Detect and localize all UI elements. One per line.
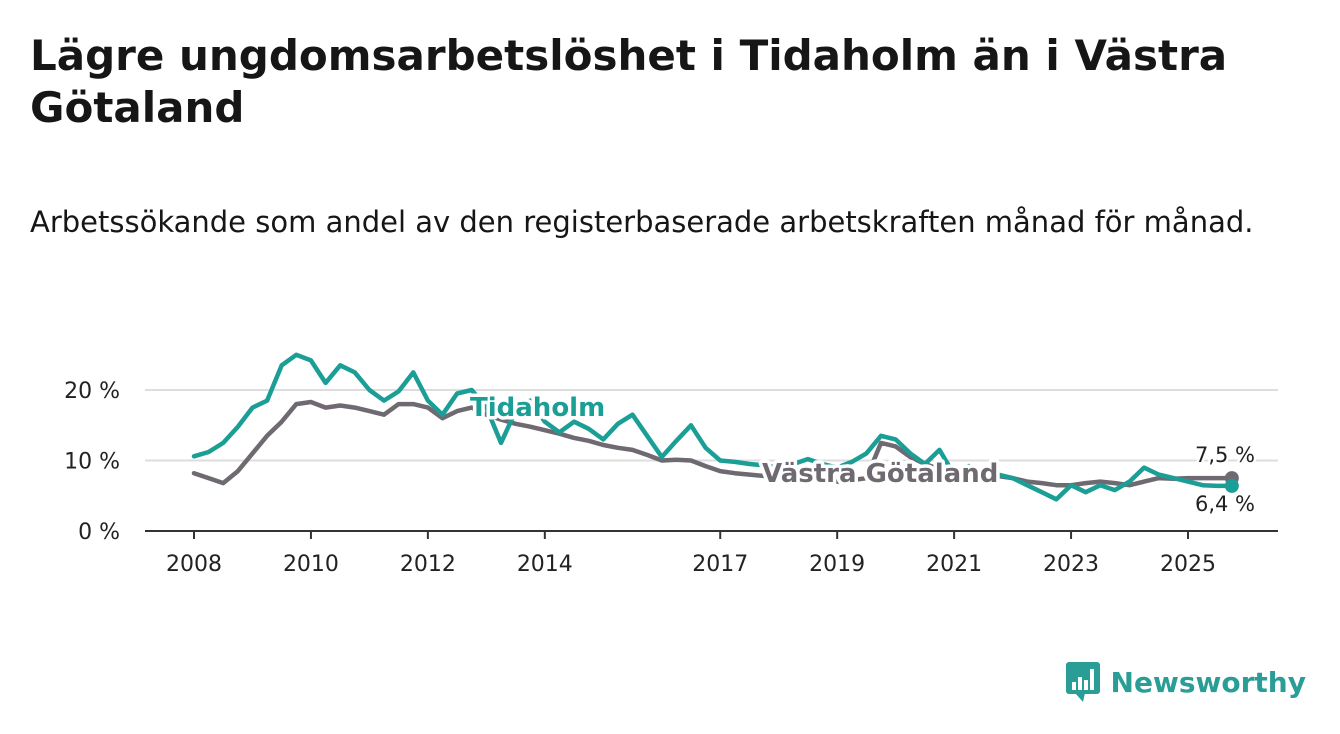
x-tick-label: 2010	[283, 552, 339, 577]
series-line-vastra-gotaland	[191, 399, 1235, 488]
chart-subtitle: Arbetssökande som andel av den registerb…	[30, 205, 1254, 239]
x-tick-label: 2017	[692, 552, 748, 577]
line-chart: 0 % 10 % 20 % 2008 2010 2012 2014 2017 2019 2021 2…	[64, 352, 1278, 577]
series-line-tidaholm	[191, 352, 1235, 502]
x-tick-label: 2025	[1160, 552, 1216, 577]
series-end-point-tidaholm	[1224, 478, 1239, 493]
x-tick-label: 2021	[926, 552, 982, 577]
y-tick-label: 0 %	[78, 520, 120, 545]
end-value-label: 6,4 %	[1195, 492, 1255, 516]
x-tick-label: 2019	[809, 552, 865, 577]
y-tick-label: 10 %	[64, 450, 120, 475]
y-tick-label: 20 %	[64, 379, 120, 404]
x-tick-label: 2023	[1043, 552, 1099, 577]
bar-chart-badge-icon	[1065, 662, 1100, 702]
series-label-vastra-gotaland: Västra Götaland	[762, 459, 998, 489]
newsworthy-logo: Newsworthy	[1065, 660, 1306, 704]
brand-name: Newsworthy	[1110, 665, 1306, 699]
series-label-tidaholm: Tidaholm	[470, 393, 605, 423]
end-value-label: 7,5 %	[1195, 443, 1255, 467]
x-tick-label: 2014	[517, 552, 573, 577]
x-tick-label: 2012	[400, 552, 456, 577]
chart-title: Lägre ungdomsarbetslöshet i Tidaholm än …	[30, 31, 1228, 132]
x-tick-label: 2008	[166, 552, 222, 577]
